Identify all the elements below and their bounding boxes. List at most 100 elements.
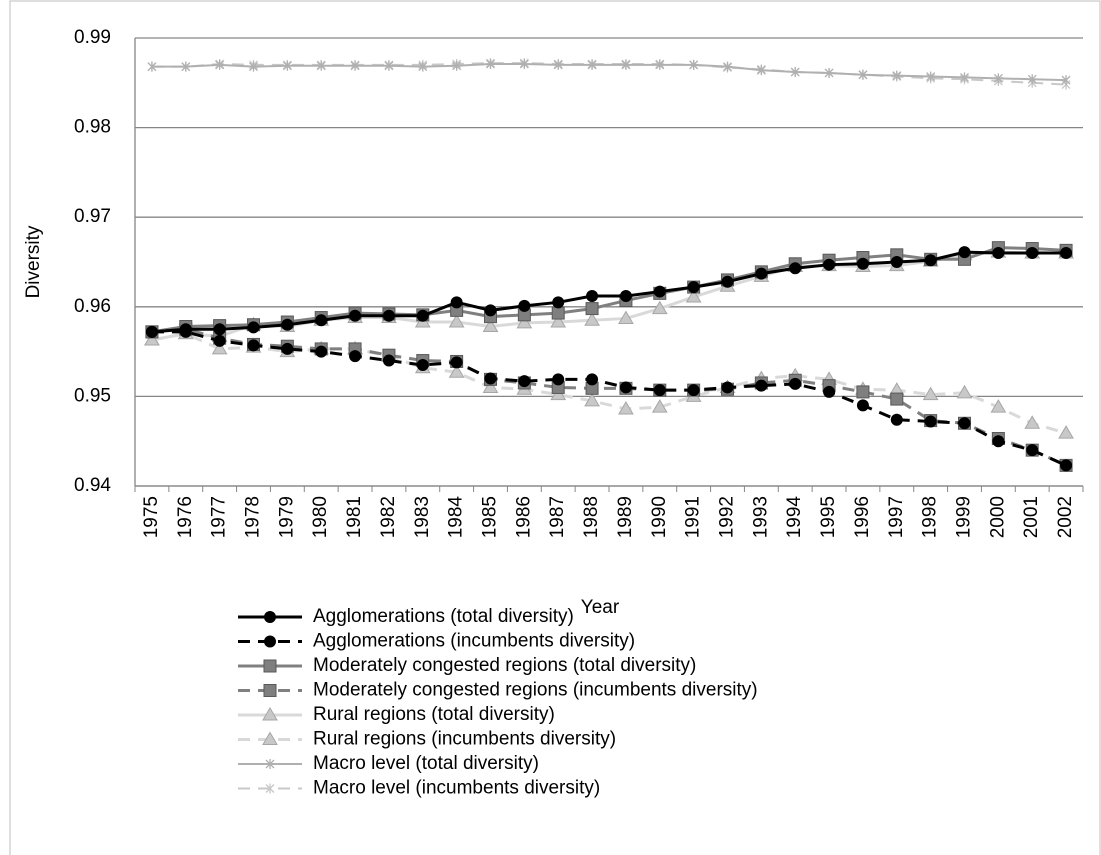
marker [586, 290, 599, 303]
x-tick-label: 2001 [1021, 496, 1042, 538]
marker [452, 60, 462, 71]
marker [960, 72, 969, 83]
marker [856, 385, 870, 399]
chart-border [9, 0, 1101, 855]
marker [486, 58, 495, 69]
marker [350, 60, 360, 71]
marker [723, 61, 732, 72]
marker [687, 281, 700, 294]
marker [1027, 74, 1037, 85]
marker [651, 300, 668, 315]
marker [924, 415, 937, 428]
marker [992, 435, 1005, 448]
x-tick-label: 1975 [141, 496, 162, 538]
marker [856, 257, 869, 270]
legend-label: Rural regions (total diversity) [313, 704, 555, 725]
marker [247, 321, 260, 334]
marker [926, 71, 936, 82]
marker [213, 323, 226, 336]
y-tick-label: 0.95 [74, 385, 111, 406]
marker [211, 340, 228, 355]
marker [382, 354, 395, 367]
x-tick-label: 1977 [209, 496, 230, 538]
marker [924, 254, 937, 267]
series-line [151, 250, 1067, 334]
x-tick-label: 1994 [784, 496, 805, 539]
marker [147, 61, 157, 72]
marker [958, 246, 971, 259]
x-tick-label: 1999 [954, 496, 975, 538]
marker [315, 314, 328, 327]
marker [1024, 415, 1041, 429]
marker [823, 258, 836, 271]
marker [550, 314, 567, 328]
marker [990, 399, 1007, 413]
x-tick-label: 1981 [344, 496, 365, 538]
legend-marker [262, 731, 278, 745]
x-tick-label: 1985 [480, 496, 501, 538]
marker [181, 61, 191, 72]
marker [247, 339, 260, 352]
marker [516, 314, 533, 329]
legend-marker [263, 659, 277, 673]
marker [587, 59, 597, 70]
marker [823, 385, 836, 398]
marker [1060, 459, 1073, 472]
marker [992, 247, 1005, 260]
marker [315, 345, 328, 358]
marker [215, 59, 225, 70]
x-tick-label: 1984 [446, 496, 467, 539]
x-tick-label: 1995 [818, 496, 839, 538]
marker [144, 331, 160, 346]
marker [384, 60, 394, 71]
y-tick-label: 0.98 [74, 117, 111, 138]
x-tick-label: 1990 [649, 496, 670, 538]
marker [619, 290, 632, 303]
marker [416, 309, 429, 322]
marker [482, 318, 499, 333]
marker [349, 350, 362, 363]
series-line [151, 332, 1067, 435]
marker [789, 262, 802, 275]
x-tick-label: 1979 [276, 496, 297, 538]
x-tick-label: 1992 [717, 496, 738, 538]
legend-marker [264, 635, 276, 648]
marker [448, 314, 465, 328]
marker [618, 400, 634, 415]
marker [518, 375, 531, 388]
marker [382, 309, 395, 322]
marker [213, 334, 226, 347]
legend-marker [263, 684, 277, 697]
x-tick-label: 1997 [886, 496, 907, 538]
legend-marker [265, 759, 275, 769]
marker [958, 417, 971, 430]
series-line [151, 62, 1067, 82]
marker [956, 384, 973, 399]
marker [448, 364, 465, 378]
marker [484, 304, 497, 317]
marker [653, 384, 666, 397]
marker [653, 285, 666, 298]
marker [687, 384, 700, 397]
x-tick-label: 1991 [683, 496, 704, 538]
marker [316, 60, 326, 71]
legend-marker [264, 611, 276, 623]
x-tick-label: 1996 [852, 496, 873, 538]
legend-label: Agglomerations (incumbents diversity) [313, 631, 635, 652]
y-tick-label: 0.94 [74, 475, 111, 496]
x-tick-label: 1988 [581, 496, 602, 538]
marker [552, 296, 565, 309]
marker [553, 59, 563, 70]
marker [1060, 247, 1073, 260]
marker [621, 59, 631, 70]
x-tick-label: 1993 [750, 496, 771, 538]
marker [1058, 425, 1074, 439]
marker [584, 312, 600, 326]
marker [856, 399, 869, 412]
x-tick-label: 1987 [547, 496, 568, 538]
marker [450, 356, 463, 369]
x-tick-label: 2000 [987, 496, 1008, 538]
marker [755, 379, 768, 392]
marker [584, 392, 600, 407]
